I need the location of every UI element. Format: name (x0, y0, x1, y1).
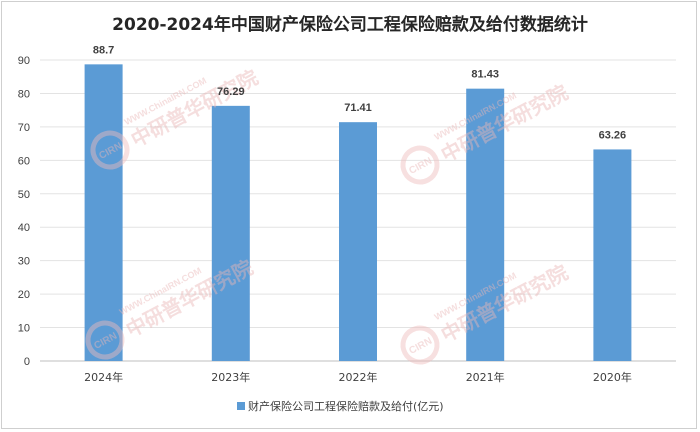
x-tick-label: 2024年 (84, 370, 123, 384)
x-tick-label: 2020年 (593, 370, 632, 384)
watermark-logo (400, 325, 440, 365)
data-labels: 88.7 76.29 71.41 81.43 63.26 (93, 44, 626, 141)
bar (466, 88, 505, 361)
y-tick-label: 30 (18, 256, 30, 268)
y-tick-label: 0 (24, 356, 30, 368)
x-tick-label: 2022年 (339, 370, 378, 384)
y-tick-label: 70 (18, 122, 30, 134)
y-tick-label: 90 (18, 55, 30, 67)
chart-title: 2020-2024年中国财产保险公司工程保险赔款及给付数据统计 (112, 14, 588, 35)
gridlines (40, 59, 676, 362)
y-axis: 0 10 20 30 40 50 60 70 80 90 (18, 55, 30, 368)
watermark-brand: CIRN (407, 156, 434, 177)
y-tick-label: 10 (18, 323, 30, 335)
watermark-logo (400, 145, 440, 185)
x-tick-label: 2021年 (466, 370, 505, 384)
legend-swatch (237, 402, 245, 410)
legend-label: 财产保险公司工程保险赔款及给付(亿元) (248, 399, 444, 413)
bars (84, 64, 632, 362)
watermark-logo (90, 130, 130, 170)
bar (339, 122, 377, 362)
y-tick-label: 50 (18, 189, 30, 201)
x-tick-label: 2023年 (211, 370, 250, 384)
data-label: 71.41 (344, 102, 372, 114)
y-tick-label: 40 (18, 222, 30, 234)
bar (84, 64, 123, 361)
watermark-logo (85, 320, 125, 360)
legend: 财产保险公司工程保险赔款及给付(亿元) (237, 399, 444, 413)
x-axis: 2024年 2023年 2022年 2021年 2020年 (84, 370, 632, 384)
y-tick-label: 80 (18, 88, 30, 100)
data-label: 63.26 (599, 129, 627, 141)
data-label: 76.29 (217, 86, 245, 98)
data-label: 81.43 (471, 69, 499, 81)
bar (593, 149, 632, 361)
y-tick-label: 60 (18, 155, 30, 167)
data-label: 88.7 (93, 44, 114, 56)
bar (211, 105, 250, 362)
watermark-brand: CIRN (407, 336, 434, 357)
y-tick-label: 20 (18, 289, 30, 301)
